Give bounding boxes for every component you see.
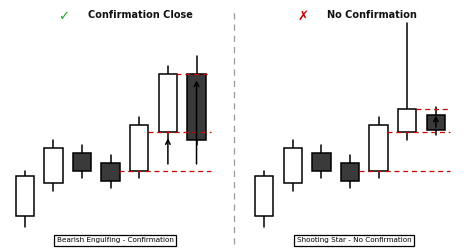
Bar bbox=[255, 176, 273, 216]
Bar bbox=[101, 163, 120, 181]
Text: ✓: ✓ bbox=[58, 10, 69, 23]
Bar bbox=[16, 176, 34, 216]
Bar bbox=[130, 125, 148, 171]
Text: Shooting Star - No Confirmation: Shooting Star - No Confirmation bbox=[297, 237, 411, 243]
Bar bbox=[398, 109, 417, 132]
Text: Bearish Engulfing - Confirmation: Bearish Engulfing - Confirmation bbox=[56, 237, 173, 243]
Bar bbox=[283, 148, 302, 183]
Bar bbox=[312, 153, 330, 171]
Bar bbox=[187, 74, 206, 140]
Bar bbox=[341, 163, 359, 181]
Bar bbox=[44, 148, 63, 183]
Text: ✗: ✗ bbox=[297, 10, 309, 23]
Text: Confirmation Close: Confirmation Close bbox=[88, 10, 192, 20]
Bar bbox=[370, 125, 388, 171]
Bar bbox=[159, 74, 177, 132]
Bar bbox=[427, 115, 445, 130]
Bar bbox=[73, 153, 91, 171]
Text: No Confirmation: No Confirmation bbox=[327, 10, 417, 20]
